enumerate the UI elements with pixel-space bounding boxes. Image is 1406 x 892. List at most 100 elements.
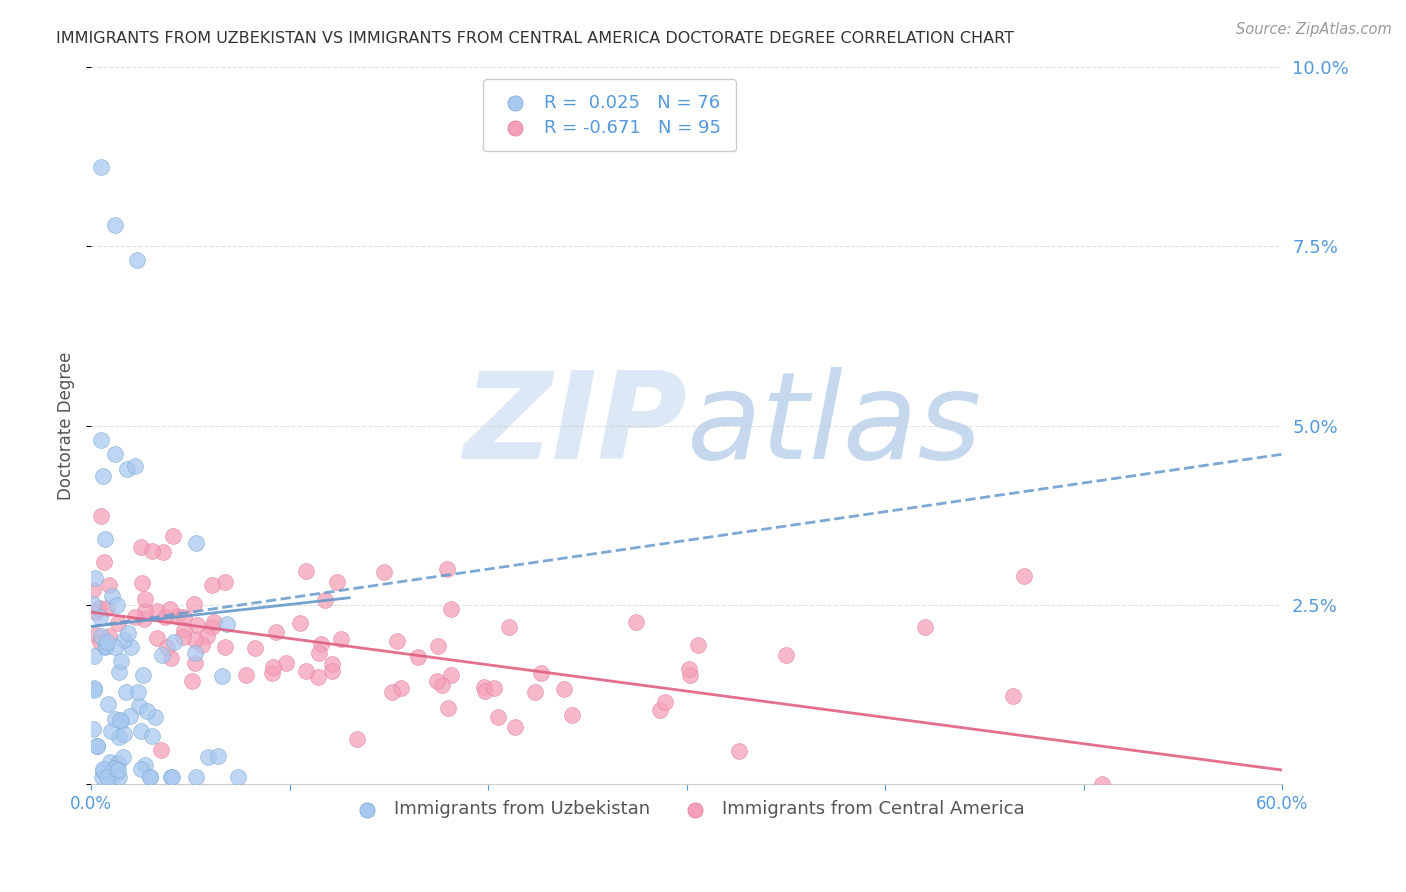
Point [160, 770, 183, 784]
Point [134, 612, 156, 626]
Point [103, 761, 125, 775]
Point [97, 578, 120, 592]
Point [129, 540, 152, 554]
Point [91, 468, 114, 483]
Point [125, 253, 148, 268]
Point [166, 609, 188, 624]
Point [107, 764, 129, 778]
Point [173, 623, 195, 637]
Point [110, 714, 132, 728]
Point [146, 631, 169, 645]
Point [91, 762, 114, 776]
Point [93, 555, 115, 569]
Point [529, 666, 551, 681]
Point [150, 648, 173, 662]
Point [127, 684, 149, 698]
Point [94, 640, 117, 655]
Point [131, 575, 153, 590]
Point [498, 620, 520, 634]
Point [183, 657, 205, 671]
Point [156, 640, 179, 654]
Point [96, 601, 118, 615]
Point [86, 739, 108, 753]
Point [110, 654, 132, 668]
Point [524, 685, 547, 699]
Point [295, 565, 318, 579]
Point [129, 724, 152, 739]
Point [112, 633, 135, 648]
Point [184, 633, 207, 648]
Point [97, 697, 120, 711]
Point [162, 529, 184, 543]
Point [134, 591, 156, 606]
Point [146, 603, 169, 617]
Point [90, 770, 112, 784]
Point [107, 615, 129, 630]
Point [260, 665, 283, 680]
Point [135, 704, 157, 718]
Point [432, 678, 454, 692]
Point [679, 667, 702, 681]
Point [98, 755, 121, 769]
Point [678, 662, 700, 676]
Point [107, 598, 129, 612]
Legend: Immigrants from Uzbekistan, Immigrants from Central America: Immigrants from Uzbekistan, Immigrants f… [342, 793, 1032, 826]
Point [387, 634, 409, 648]
Point [381, 685, 404, 699]
Point [728, 743, 751, 757]
Point [389, 681, 412, 695]
Point [183, 646, 205, 660]
Point [89, 634, 111, 648]
Text: IMMIGRANTS FROM UZBEKISTAN VS IMMIGRANTS FROM CENTRAL AMERICA DOCTORATE DEGREE C: IMMIGRANTS FROM UZBEKISTAN VS IMMIGRANTS… [56, 31, 1014, 46]
Point [262, 659, 284, 673]
Point [184, 536, 207, 550]
Point [214, 574, 236, 589]
Point [108, 770, 131, 784]
Point [427, 639, 450, 653]
Point [426, 673, 449, 688]
Point [173, 610, 195, 624]
Point [84, 628, 107, 642]
Text: ZIP: ZIP [463, 367, 686, 484]
Point [139, 770, 162, 784]
Point [100, 770, 122, 784]
Point [83, 648, 105, 663]
Point [90, 629, 112, 643]
Point [654, 695, 676, 709]
Point [149, 743, 172, 757]
Point [474, 680, 496, 694]
Point [139, 770, 162, 784]
Point [308, 646, 330, 660]
Point [100, 765, 122, 780]
Point [626, 615, 648, 629]
Point [90, 160, 112, 174]
Point [98, 629, 121, 643]
Point [83, 681, 105, 695]
Y-axis label: Doctorate Degree: Doctorate Degree [58, 351, 75, 500]
Point [207, 748, 229, 763]
Point [100, 723, 122, 738]
Point [104, 218, 127, 232]
Point [82, 722, 104, 736]
Point [183, 598, 205, 612]
Point [321, 657, 343, 672]
Point [134, 604, 156, 618]
Text: Source: ZipAtlas.com: Source: ZipAtlas.com [1236, 22, 1392, 37]
Point [181, 673, 204, 688]
Point [86, 739, 108, 754]
Point [134, 758, 156, 772]
Point [561, 708, 583, 723]
Point [1012, 569, 1035, 583]
Point [288, 615, 311, 630]
Point [474, 684, 496, 698]
Point [211, 668, 233, 682]
Point [94, 533, 117, 547]
Point [201, 578, 224, 592]
Point [124, 459, 146, 474]
Point [295, 664, 318, 678]
Point [191, 638, 214, 652]
Point [202, 615, 225, 629]
Point [326, 574, 349, 589]
Point [226, 770, 249, 784]
Point [159, 602, 181, 616]
